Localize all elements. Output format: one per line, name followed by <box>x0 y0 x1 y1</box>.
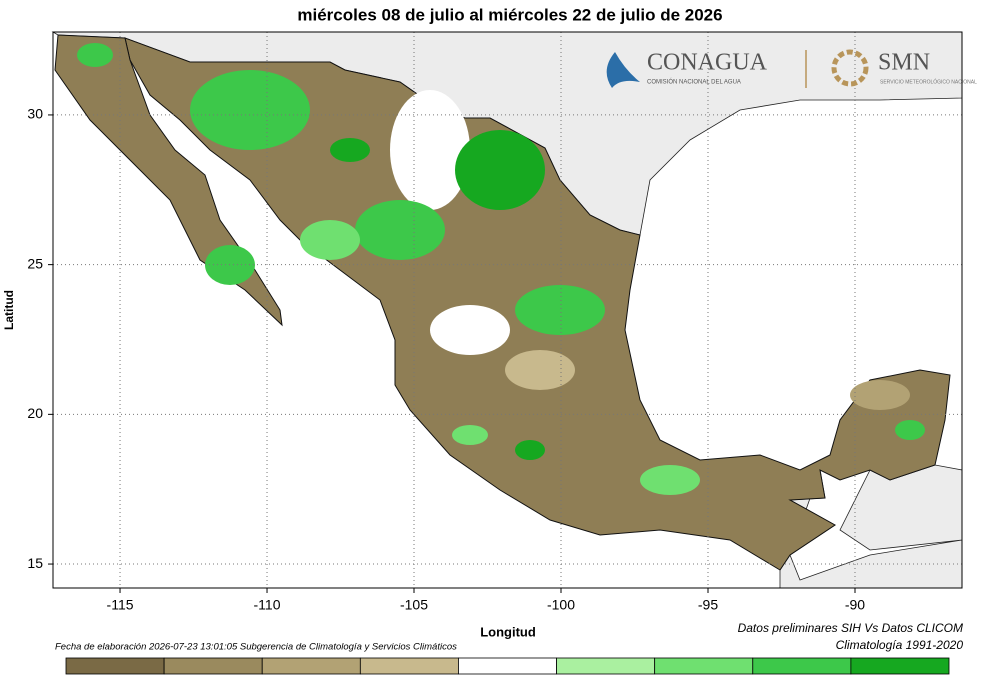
patch <box>190 70 310 150</box>
colorbar-box <box>850 657 950 675</box>
colorbar-box <box>458 657 557 675</box>
y-tick-label: 15 <box>27 555 43 571</box>
smn-icon <box>831 49 869 87</box>
conagua-icon <box>606 52 640 88</box>
conagua-subtext: COMISIÓN NACIONAL DEL AGUA <box>647 79 741 86</box>
patch <box>515 440 545 460</box>
patch <box>390 90 470 210</box>
colorbar <box>65 657 950 675</box>
conagua-text: CONAGUA <box>647 50 768 76</box>
x-tick-label: -105 <box>400 597 428 613</box>
patch <box>850 380 910 410</box>
footer-right: Datos preliminares SIH Vs Datos CLICOM <box>738 621 963 635</box>
x-tick-label: -90 <box>845 597 865 613</box>
patch <box>300 220 360 260</box>
patch <box>505 350 575 390</box>
y-label: Latitud <box>2 290 16 330</box>
y-tick-label: 25 <box>27 255 43 271</box>
patch <box>515 285 605 335</box>
colorbar-box <box>163 657 263 675</box>
x-tick-label: -100 <box>547 597 575 613</box>
colorbar-box <box>752 657 852 675</box>
map-frame <box>52 31 963 589</box>
patch <box>455 130 545 210</box>
x-tick-label: -115 <box>107 597 134 613</box>
x-tick-label: -110 <box>254 597 281 613</box>
smn-subtext: SERVICIO METEOROLÓGICO NACIONAL <box>880 78 977 85</box>
footer-right: Climatología 1991-2020 <box>836 638 964 652</box>
colorbar-box <box>654 657 754 675</box>
patch <box>330 138 370 162</box>
x-tick-label: -95 <box>698 597 718 613</box>
y-tick-label: 20 <box>27 405 43 421</box>
patch <box>355 200 445 260</box>
anomaly-patches <box>77 43 925 495</box>
colorbar-box <box>556 657 656 675</box>
smn-text: SMN <box>878 50 930 76</box>
patch <box>430 305 510 355</box>
y-tick-label: 30 <box>27 106 43 122</box>
title: miércoles 08 de julio al miércoles 22 de… <box>297 5 722 24</box>
patch <box>640 465 700 495</box>
colorbar-box <box>65 657 165 675</box>
patch <box>77 43 113 67</box>
colorbar-box <box>261 657 361 675</box>
patch <box>895 420 925 440</box>
conagua-logo: CONAGUA COMISIÓN NACIONAL DEL AGUA SMN S… <box>606 49 977 88</box>
x-label: Longitud <box>480 624 536 639</box>
colorbar-box <box>359 657 459 675</box>
grid <box>53 32 962 588</box>
patch <box>452 425 488 445</box>
footer-left: Fecha de elaboración 2026-07-23 13:01:05… <box>55 642 457 653</box>
